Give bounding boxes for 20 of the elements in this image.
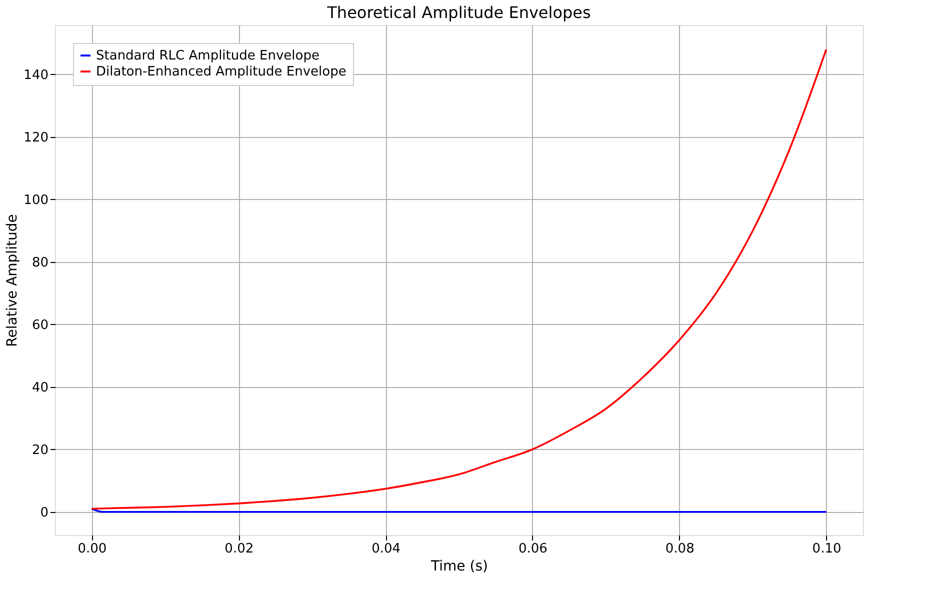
x-axis-title: Time (s) (430, 558, 488, 574)
y-tick-label: 80 (32, 255, 48, 270)
y-axis-title: Relative Amplitude (4, 214, 21, 347)
y-tick-label: 40 (32, 380, 48, 396)
y-tick-label: 20 (32, 442, 48, 458)
x-tick-label: 0.08 (665, 542, 694, 556)
x-tick-label: 0.02 (224, 542, 254, 556)
y-tick-label: 120 (24, 130, 48, 146)
x-tick-label: 0.10 (812, 542, 842, 556)
chart-title: Theoretical Amplitude Envelopes (326, 3, 591, 22)
y-tick-label: 60 (32, 318, 48, 333)
x-tick-label: 0.06 (518, 542, 548, 556)
x-tick-label: 0.00 (78, 542, 107, 556)
legend-label: Dilaton-Enhanced Amplitude Envelope (96, 64, 346, 80)
y-tick-label: 140 (24, 68, 48, 83)
line-series (90, 48, 828, 510)
y-tick-label: 100 (24, 192, 48, 208)
x-tick-label: 0.04 (372, 542, 401, 556)
legend-label: Standard RLC Amplitude Envelope (96, 48, 320, 64)
y-tick-label: 0 (40, 505, 48, 520)
